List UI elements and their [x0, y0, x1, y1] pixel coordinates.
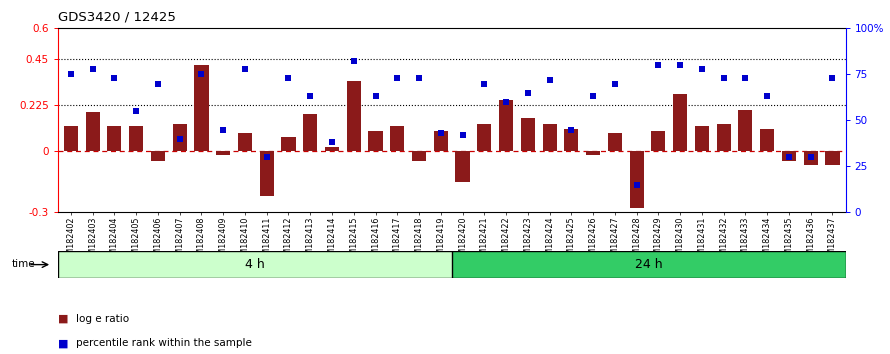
- Point: [368, 93, 383, 99]
- Point: [499, 99, 514, 105]
- Bar: [303, 114, 318, 151]
- Bar: [347, 81, 360, 151]
- Bar: [433, 131, 448, 151]
- Point: [303, 93, 318, 99]
- Text: GDS3420 / 12425: GDS3420 / 12425: [58, 11, 175, 24]
- Bar: [739, 110, 752, 151]
- Point: [194, 72, 208, 77]
- Bar: [716, 125, 731, 151]
- Bar: [85, 112, 100, 151]
- Bar: [629, 151, 643, 208]
- Point: [673, 62, 687, 68]
- Point: [564, 127, 578, 132]
- Point: [281, 75, 295, 81]
- Bar: [760, 129, 774, 151]
- Bar: [173, 125, 187, 151]
- Bar: [325, 147, 339, 151]
- Text: 4 h: 4 h: [245, 258, 264, 271]
- Bar: [260, 151, 274, 196]
- Text: 24 h: 24 h: [635, 258, 662, 271]
- Point: [477, 81, 491, 86]
- Point: [651, 62, 666, 68]
- Bar: [58, 251, 452, 278]
- Bar: [543, 125, 556, 151]
- Bar: [368, 131, 383, 151]
- Bar: [673, 94, 687, 151]
- Bar: [281, 137, 295, 151]
- Point: [260, 154, 274, 160]
- Bar: [608, 133, 622, 151]
- Point: [543, 77, 557, 83]
- Bar: [129, 126, 143, 151]
- Point: [608, 81, 622, 86]
- Point: [173, 136, 187, 142]
- Bar: [695, 126, 709, 151]
- Bar: [108, 126, 122, 151]
- Point: [216, 127, 231, 132]
- Text: ■: ■: [58, 338, 69, 348]
- Point: [629, 182, 643, 188]
- Point: [586, 93, 600, 99]
- Bar: [781, 151, 796, 161]
- Bar: [412, 151, 426, 161]
- Bar: [499, 100, 514, 151]
- Bar: [452, 251, 846, 278]
- Bar: [64, 126, 78, 151]
- Point: [825, 75, 839, 81]
- Bar: [390, 126, 404, 151]
- Bar: [477, 125, 491, 151]
- Point: [64, 72, 78, 77]
- Point: [108, 75, 122, 81]
- Point: [739, 75, 753, 81]
- Point: [456, 132, 470, 138]
- Bar: [151, 151, 165, 161]
- Point: [238, 66, 252, 72]
- Bar: [651, 131, 666, 151]
- Point: [129, 108, 143, 114]
- Bar: [456, 151, 470, 182]
- Bar: [216, 151, 231, 155]
- Point: [760, 93, 774, 99]
- Bar: [564, 129, 578, 151]
- Bar: [804, 151, 818, 165]
- Bar: [521, 118, 535, 151]
- Bar: [194, 65, 208, 151]
- Point: [412, 75, 426, 81]
- Point: [521, 90, 535, 96]
- Point: [695, 66, 709, 72]
- Bar: [825, 151, 839, 165]
- Text: time: time: [12, 259, 36, 269]
- Point: [150, 81, 165, 86]
- Text: ■: ■: [58, 314, 69, 324]
- Point: [346, 59, 360, 64]
- Point: [325, 139, 339, 145]
- Text: percentile rank within the sample: percentile rank within the sample: [76, 338, 252, 348]
- Text: log e ratio: log e ratio: [76, 314, 129, 324]
- Point: [716, 75, 731, 81]
- Bar: [586, 151, 600, 155]
- Point: [390, 75, 404, 81]
- Point: [85, 66, 100, 72]
- Bar: [238, 133, 252, 151]
- Point: [781, 154, 796, 160]
- Point: [433, 130, 448, 136]
- Point: [804, 154, 818, 160]
